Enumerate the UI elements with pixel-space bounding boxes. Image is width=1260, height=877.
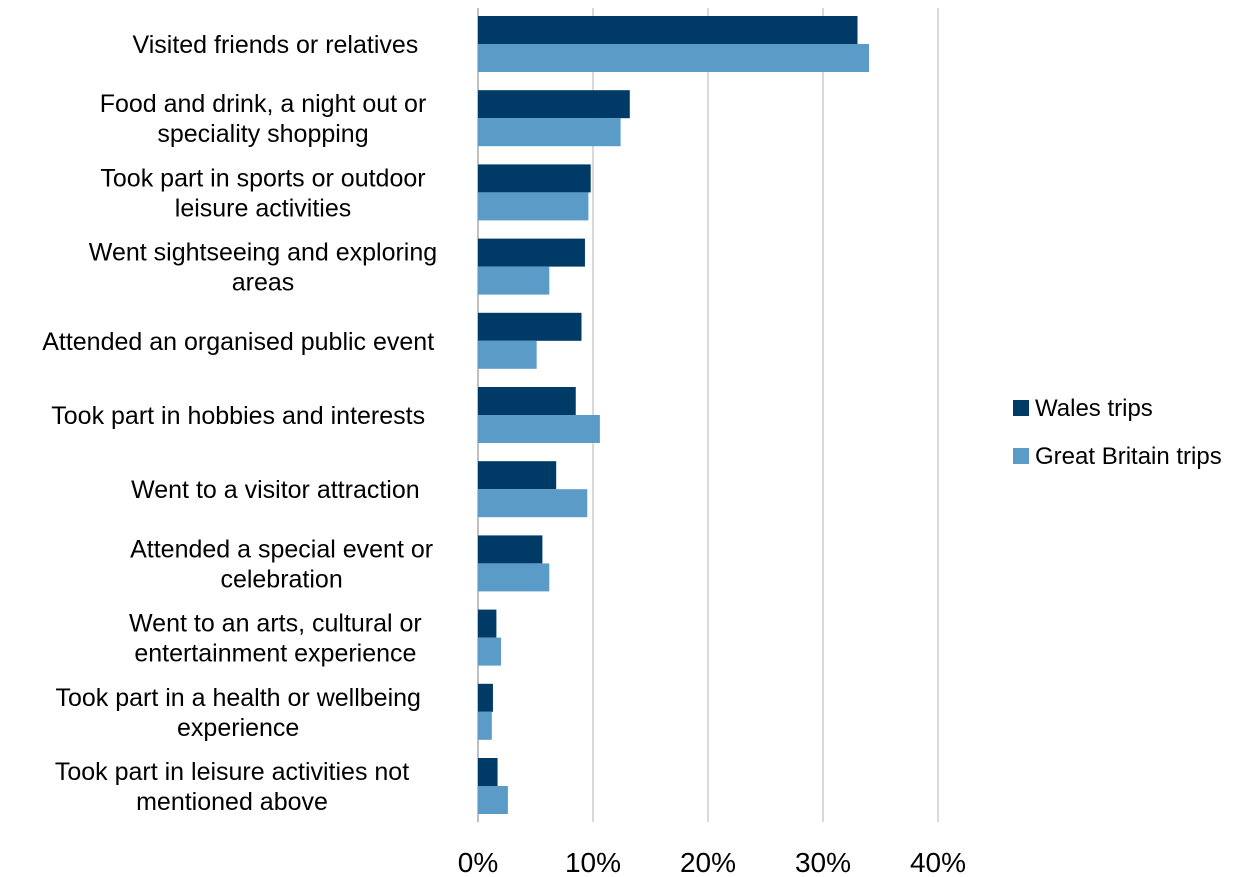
bar-great-britain-6 <box>478 489 588 518</box>
bar-great-britain-9 <box>478 711 492 740</box>
category-label-10: Took part in leisure activities not menti… <box>55 758 409 816</box>
x-tick-label-1: 10% <box>565 847 621 877</box>
bar-wales-8 <box>478 609 497 638</box>
x-tick-label-0: 0% <box>458 847 498 877</box>
bar-great-britain-3 <box>478 266 550 295</box>
category-label-2: Took part in sports or outdoor leisure ac… <box>100 164 425 222</box>
category-label-1: Food and drink, a night out or speciality… <box>100 90 427 148</box>
x-axis-tick-labels: 0% 10% 20% 30% 40% <box>458 847 966 877</box>
legend-label-wales: Wales trips <box>1035 395 1153 422</box>
bar-great-britain-5 <box>478 415 600 443</box>
category-label-3: Went sightseeing and exploring areas <box>89 239 437 297</box>
bar-great-britain-0 <box>478 44 869 72</box>
bar-wales-4 <box>478 312 582 341</box>
category-label-5: Took part in hobbies and interests <box>51 402 425 430</box>
x-tick-label-3: 30% <box>795 847 851 877</box>
bar-great-britain-10 <box>478 786 508 814</box>
bar-wales-10 <box>478 758 498 786</box>
legend-label-great-britain: Great Britain trips <box>1035 443 1222 470</box>
bar-great-britain-4 <box>478 340 537 369</box>
bar-great-britain-2 <box>478 192 589 221</box>
category-label-6: Went to a visitor attraction <box>131 476 420 504</box>
legend: Wales trips Great Britain trips <box>1013 395 1222 470</box>
category-label-7: Attended a special event or celebration <box>130 535 433 593</box>
x-tick-label-4: 40% <box>910 847 966 877</box>
bar-great-britain-8 <box>478 637 501 666</box>
legend-swatch-great-britain <box>1013 448 1029 464</box>
bar-wales-1 <box>478 90 630 119</box>
bar-wales-9 <box>478 683 493 712</box>
bar-wales-7 <box>478 535 543 564</box>
bar-wales-5 <box>478 387 576 415</box>
bars <box>478 16 869 814</box>
bar-wales-6 <box>478 461 557 490</box>
bar-wales-0 <box>478 16 858 44</box>
category-labels: Visited friends or relatives Food and dri… <box>42 31 437 816</box>
bar-great-britain-7 <box>478 563 550 592</box>
bar-wales-2 <box>478 164 591 193</box>
category-label-8: Went to an arts, cultural or entertainmen… <box>129 610 422 668</box>
bar-wales-3 <box>478 238 585 267</box>
x-tick-label-2: 20% <box>680 847 736 877</box>
bar-great-britain-1 <box>478 118 621 147</box>
category-label-4: Attended an organised public event <box>42 328 434 356</box>
category-label-9: Took part in a health or wellbeing experi… <box>55 684 421 742</box>
legend-swatch-wales <box>1013 400 1029 416</box>
category-label-0: Visited friends or relatives <box>133 31 419 59</box>
